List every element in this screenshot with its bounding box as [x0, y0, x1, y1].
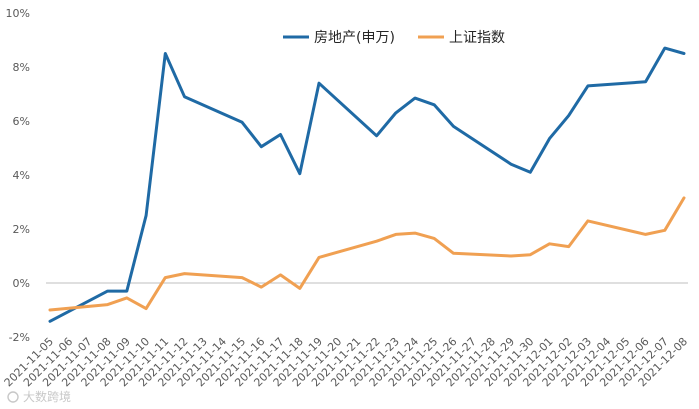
- y-tick-label: 2%: [13, 223, 30, 236]
- watermark-icon: [7, 391, 19, 403]
- watermark-text: 大数跨境: [23, 389, 71, 404]
- y-tick-label: 8%: [13, 61, 30, 74]
- watermark: 大数跨境: [7, 389, 71, 404]
- legend-label-0: 房地产(申万): [314, 30, 395, 46]
- y-tick-label: 6%: [13, 115, 30, 128]
- y-tick-label: 10%: [6, 7, 30, 20]
- series-lines: [48, 46, 686, 323]
- series-line-1: [48, 196, 686, 312]
- legend: 房地产(申万) 上证指数: [283, 30, 505, 46]
- y-axis: -2% 0% 2% 4% 6% 8% 10%: [6, 7, 30, 344]
- y-tick-label: 0%: [13, 277, 30, 290]
- x-axis: 2021-11-052021-11-062021-11-072021-11-08…: [2, 335, 690, 389]
- legend-label-1: 上证指数: [449, 30, 505, 46]
- y-tick-label: 4%: [13, 169, 30, 182]
- series-line-0: [48, 46, 686, 323]
- y-tick-label: -2%: [9, 331, 30, 344]
